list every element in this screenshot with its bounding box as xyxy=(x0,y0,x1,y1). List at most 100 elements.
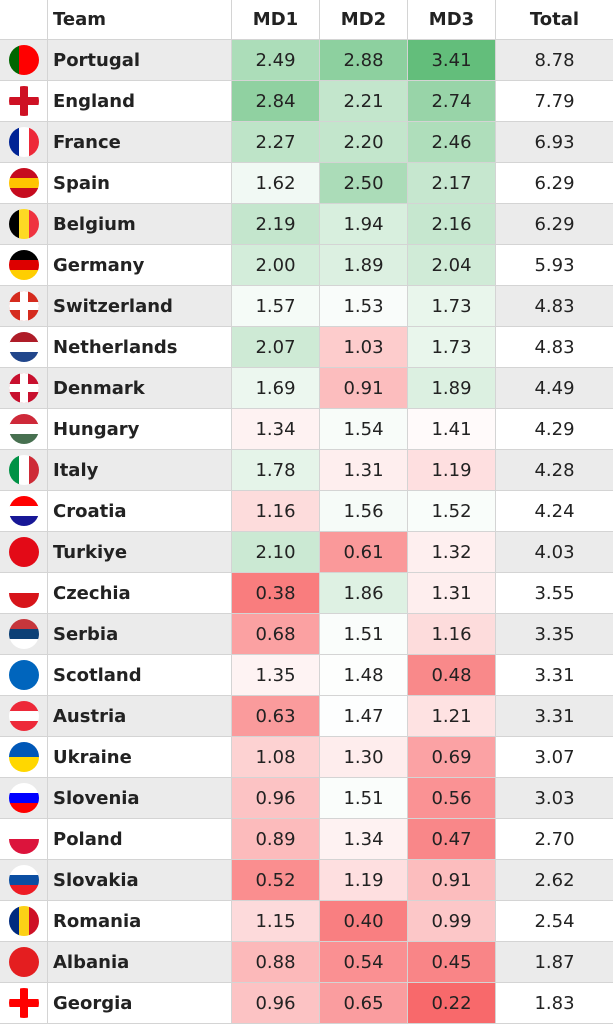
total-cell: 4.28 xyxy=(534,459,575,481)
flag-icon xyxy=(8,947,39,977)
flag-cell xyxy=(0,491,48,531)
team-name: Denmark xyxy=(48,368,232,408)
total-cell: 4.83 xyxy=(534,336,575,358)
score-cell: 1.08 xyxy=(232,737,320,777)
score-cell: 0.69 xyxy=(408,737,496,777)
score-cell: 2.46 xyxy=(408,122,496,162)
flag-cell xyxy=(0,778,48,818)
flag-icon xyxy=(8,496,39,526)
flag-cell xyxy=(0,696,48,736)
score-cell: 1.34 xyxy=(320,819,408,859)
total-cell: 1.83 xyxy=(534,992,575,1014)
table-row: Croatia 1.16 1.56 1.52 4.24 xyxy=(0,491,613,532)
table-row: Switzerland 1.57 1.53 1.73 4.83 xyxy=(0,286,613,327)
total-cell: 3.31 xyxy=(534,664,575,686)
score-cell: 0.54 xyxy=(320,942,408,982)
header-cell: MD3 xyxy=(408,0,496,39)
team-name: Germany xyxy=(48,245,232,285)
score-cell: 1.15 xyxy=(232,901,320,941)
score-cell: 2.74 xyxy=(408,81,496,121)
flag-cell xyxy=(0,122,48,162)
score-cell: 1.16 xyxy=(408,614,496,654)
header-cell: MD2 xyxy=(320,0,408,39)
score-cell: 1.16 xyxy=(232,491,320,531)
flag-cell xyxy=(0,327,48,367)
table-row: Czechia 0.38 1.86 1.31 3.55 xyxy=(0,573,613,614)
flag-icon xyxy=(8,988,39,1018)
score-cell: 0.63 xyxy=(232,696,320,736)
score-cell: 1.21 xyxy=(408,696,496,736)
total-cell: 3.55 xyxy=(534,582,575,604)
total-cell: 3.07 xyxy=(534,746,575,768)
table-row: Italy 1.78 1.31 1.19 4.28 xyxy=(0,450,613,491)
flag-icon xyxy=(8,209,39,239)
flag-cell xyxy=(0,245,48,285)
table-row: Hungary 1.34 1.54 1.41 4.29 xyxy=(0,409,613,450)
flag-cell xyxy=(0,532,48,572)
score-cell: 1.94 xyxy=(320,204,408,244)
flag-cell xyxy=(0,40,48,80)
score-cell: 0.96 xyxy=(232,778,320,818)
team-name: Italy xyxy=(48,450,232,490)
team-name: Slovenia xyxy=(48,778,232,818)
score-cell: 2.00 xyxy=(232,245,320,285)
flag-icon xyxy=(8,783,39,813)
flag-icon xyxy=(8,537,39,567)
flag-icon xyxy=(8,701,39,731)
score-cell: 1.34 xyxy=(232,409,320,449)
team-name: Ukraine xyxy=(48,737,232,777)
team-name: Czechia xyxy=(48,573,232,613)
score-cell: 0.47 xyxy=(408,819,496,859)
score-cell: 0.91 xyxy=(320,368,408,408)
table-row: Portugal 2.49 2.88 3.41 8.78 xyxy=(0,40,613,81)
score-cell: 1.41 xyxy=(408,409,496,449)
score-cell: 0.65 xyxy=(320,983,408,1023)
score-cell: 1.57 xyxy=(232,286,320,326)
score-cell: 0.89 xyxy=(232,819,320,859)
table-row: Ukraine 1.08 1.30 0.69 3.07 xyxy=(0,737,613,778)
team-name: Serbia xyxy=(48,614,232,654)
flag-cell xyxy=(0,819,48,859)
total-cell: 7.79 xyxy=(534,90,575,112)
table-row: England 2.84 2.21 2.74 7.79 xyxy=(0,81,613,122)
team-name: Switzerland xyxy=(48,286,232,326)
table-row: France 2.27 2.20 2.46 6.93 xyxy=(0,122,613,163)
score-cell: 2.21 xyxy=(320,81,408,121)
score-cell: 1.73 xyxy=(408,327,496,367)
flag-cell xyxy=(0,901,48,941)
score-cell: 0.40 xyxy=(320,901,408,941)
score-cell: 2.50 xyxy=(320,163,408,203)
total-cell: 6.93 xyxy=(534,131,575,153)
table-row: Germany 2.00 1.89 2.04 5.93 xyxy=(0,245,613,286)
table-row: Turkiye 2.10 0.61 1.32 4.03 xyxy=(0,532,613,573)
team-name: Hungary xyxy=(48,409,232,449)
total-cell: 2.62 xyxy=(534,869,575,891)
flag-icon xyxy=(8,45,39,75)
score-cell: 1.19 xyxy=(320,860,408,900)
flag-cell xyxy=(0,368,48,408)
team-name: Belgium xyxy=(48,204,232,244)
team-name: Slovakia xyxy=(48,860,232,900)
total-cell: 4.24 xyxy=(534,500,575,522)
score-cell: 1.78 xyxy=(232,450,320,490)
score-cell: 2.04 xyxy=(408,245,496,285)
score-cell: 0.56 xyxy=(408,778,496,818)
flag-cell xyxy=(0,655,48,695)
total-cell: 4.03 xyxy=(534,541,575,563)
score-cell: 0.61 xyxy=(320,532,408,572)
score-cell: 1.62 xyxy=(232,163,320,203)
table-row: Albania 0.88 0.54 0.45 1.87 xyxy=(0,942,613,983)
flag-cell xyxy=(0,614,48,654)
table-row: Serbia 0.68 1.51 1.16 3.35 xyxy=(0,614,613,655)
table-row: Denmark 1.69 0.91 1.89 4.49 xyxy=(0,368,613,409)
team-name: Portugal xyxy=(48,40,232,80)
score-cell: 2.17 xyxy=(408,163,496,203)
table-row: Spain 1.62 2.50 2.17 6.29 xyxy=(0,163,613,204)
flag-icon xyxy=(8,332,39,362)
flag-icon xyxy=(8,414,39,444)
total-cell: 4.83 xyxy=(534,295,575,317)
score-cell: 2.10 xyxy=(232,532,320,572)
score-cell: 0.96 xyxy=(232,983,320,1023)
score-cell: 1.03 xyxy=(320,327,408,367)
